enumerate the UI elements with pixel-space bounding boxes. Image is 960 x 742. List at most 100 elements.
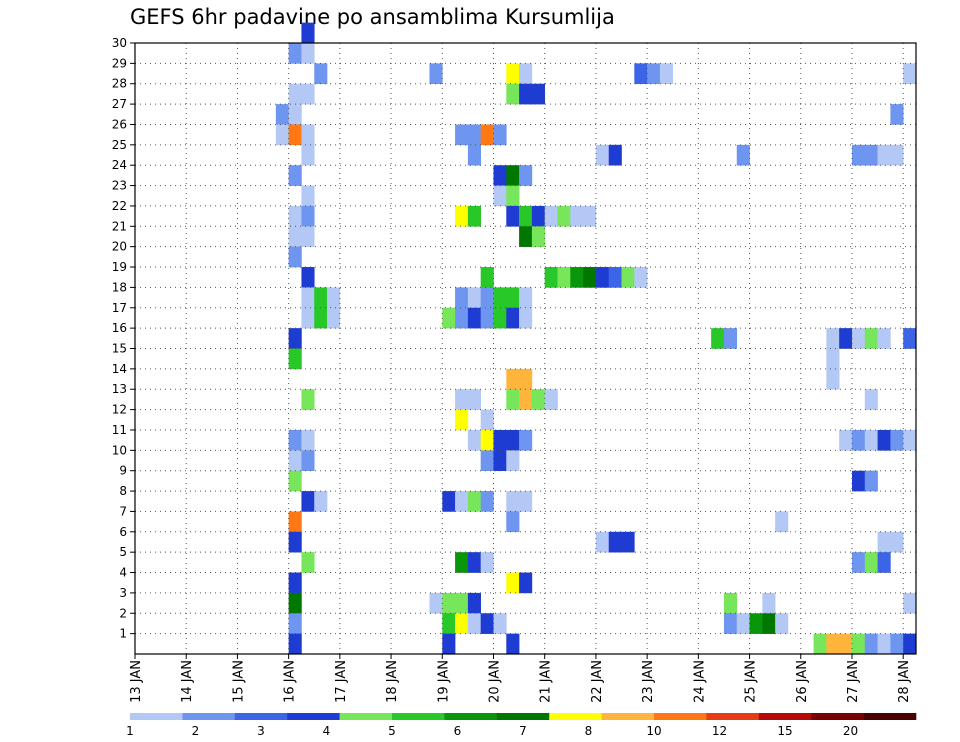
legend-label: 4 bbox=[323, 724, 331, 738]
x-tick-label: 20 JAN bbox=[487, 660, 502, 703]
legend-label: 12 bbox=[712, 724, 727, 738]
y-tick-label: 22 bbox=[112, 199, 127, 213]
x-tick-label: 25 JAN bbox=[744, 660, 759, 703]
precip-cell bbox=[839, 328, 853, 349]
precip-cell bbox=[493, 185, 507, 207]
y-tick-label: 25 bbox=[112, 138, 127, 152]
precip-cell bbox=[288, 124, 302, 146]
precip-cell bbox=[493, 287, 507, 309]
precip-cell bbox=[519, 83, 533, 105]
precip-cell bbox=[480, 552, 494, 573]
precip-cell bbox=[455, 205, 469, 227]
precip-cell bbox=[519, 491, 533, 512]
precip-cell bbox=[455, 491, 469, 512]
precip-cell bbox=[890, 531, 904, 553]
y-tick-label: 15 bbox=[112, 342, 127, 356]
legend-swatch bbox=[496, 713, 550, 720]
precip-cell bbox=[327, 307, 341, 329]
precip-cell bbox=[826, 368, 840, 390]
precip-cell bbox=[301, 389, 315, 410]
precip-cell bbox=[506, 287, 520, 309]
precip-cell bbox=[864, 470, 878, 492]
legend-label: 7 bbox=[519, 724, 527, 738]
legend-label: 3 bbox=[257, 724, 265, 738]
precip-cell bbox=[480, 613, 494, 634]
precip-cell bbox=[288, 83, 302, 105]
precip-cell bbox=[506, 429, 520, 451]
x-tick-label: 28 JAN bbox=[897, 660, 912, 703]
x-tick-label: 26 JAN bbox=[795, 660, 810, 703]
precip-cell bbox=[467, 613, 481, 634]
precip-cell bbox=[557, 267, 571, 288]
precip-cell bbox=[723, 328, 738, 349]
precip-cell bbox=[442, 613, 456, 634]
precip-cell bbox=[493, 124, 507, 146]
legend-label: 20 bbox=[843, 724, 858, 738]
precip-cell bbox=[301, 267, 315, 288]
precip-cell bbox=[519, 165, 533, 186]
precip-cell bbox=[723, 592, 738, 614]
precip-cell bbox=[519, 226, 533, 247]
precip-cell bbox=[839, 429, 853, 451]
precip-cell bbox=[467, 307, 481, 329]
legend-swatch bbox=[339, 713, 393, 720]
y-tick-label: 16 bbox=[112, 321, 127, 335]
precip-cell bbox=[519, 368, 533, 390]
precip-cell bbox=[864, 633, 878, 655]
precip-cell bbox=[608, 267, 622, 288]
cells-layer bbox=[275, 22, 917, 655]
precip-cell bbox=[544, 205, 558, 227]
precip-cell bbox=[493, 450, 507, 471]
precip-cell bbox=[288, 592, 302, 614]
precip-cell bbox=[544, 389, 558, 410]
precip-cell bbox=[839, 633, 853, 655]
precip-cell bbox=[301, 491, 315, 512]
precip-cell bbox=[659, 63, 674, 85]
legend-swatch bbox=[392, 713, 445, 720]
precip-cell bbox=[877, 429, 891, 451]
precip-cell bbox=[493, 613, 507, 634]
x-tick-label: 19 JAN bbox=[436, 660, 451, 703]
precip-cell bbox=[864, 389, 878, 410]
precip-cell bbox=[288, 511, 302, 533]
precip-cell bbox=[890, 104, 904, 125]
precip-cell bbox=[429, 63, 443, 85]
precip-cell bbox=[723, 613, 738, 634]
precip-cell bbox=[903, 633, 917, 655]
y-tick-label: 1 bbox=[119, 627, 127, 641]
precip-cell bbox=[301, 22, 315, 44]
y-tick-label: 12 bbox=[112, 403, 127, 417]
precip-cell bbox=[864, 144, 878, 166]
precip-cell bbox=[467, 552, 481, 573]
precip-cell bbox=[314, 491, 328, 512]
y-tick-label: 14 bbox=[112, 362, 127, 376]
precip-cell bbox=[301, 205, 315, 227]
precip-cell bbox=[288, 633, 302, 655]
precip-cell bbox=[711, 328, 725, 349]
precip-cell bbox=[288, 450, 302, 471]
precip-cell bbox=[864, 429, 878, 451]
precip-cell bbox=[519, 389, 533, 410]
legend-swatch bbox=[654, 713, 707, 720]
precip-cell bbox=[557, 205, 571, 227]
precip-cell bbox=[442, 307, 456, 329]
precip-cell bbox=[275, 104, 289, 125]
precip-cell bbox=[467, 491, 481, 512]
legend-label: 8 bbox=[585, 724, 593, 738]
precip-cell bbox=[301, 185, 315, 207]
precip-cell bbox=[621, 267, 635, 288]
precip-cell bbox=[864, 552, 878, 573]
precip-cell bbox=[506, 205, 520, 227]
precip-cell bbox=[288, 226, 302, 247]
precip-cell bbox=[467, 205, 481, 227]
precip-cell bbox=[519, 287, 533, 309]
y-tick-label: 23 bbox=[112, 179, 127, 193]
precip-cell bbox=[775, 613, 789, 634]
precip-cell bbox=[595, 144, 610, 166]
precip-cell bbox=[455, 613, 469, 634]
precip-cell bbox=[890, 429, 904, 451]
x-tick-label: 24 JAN bbox=[692, 660, 707, 703]
precip-cell bbox=[480, 491, 494, 512]
precip-cell bbox=[864, 328, 878, 349]
